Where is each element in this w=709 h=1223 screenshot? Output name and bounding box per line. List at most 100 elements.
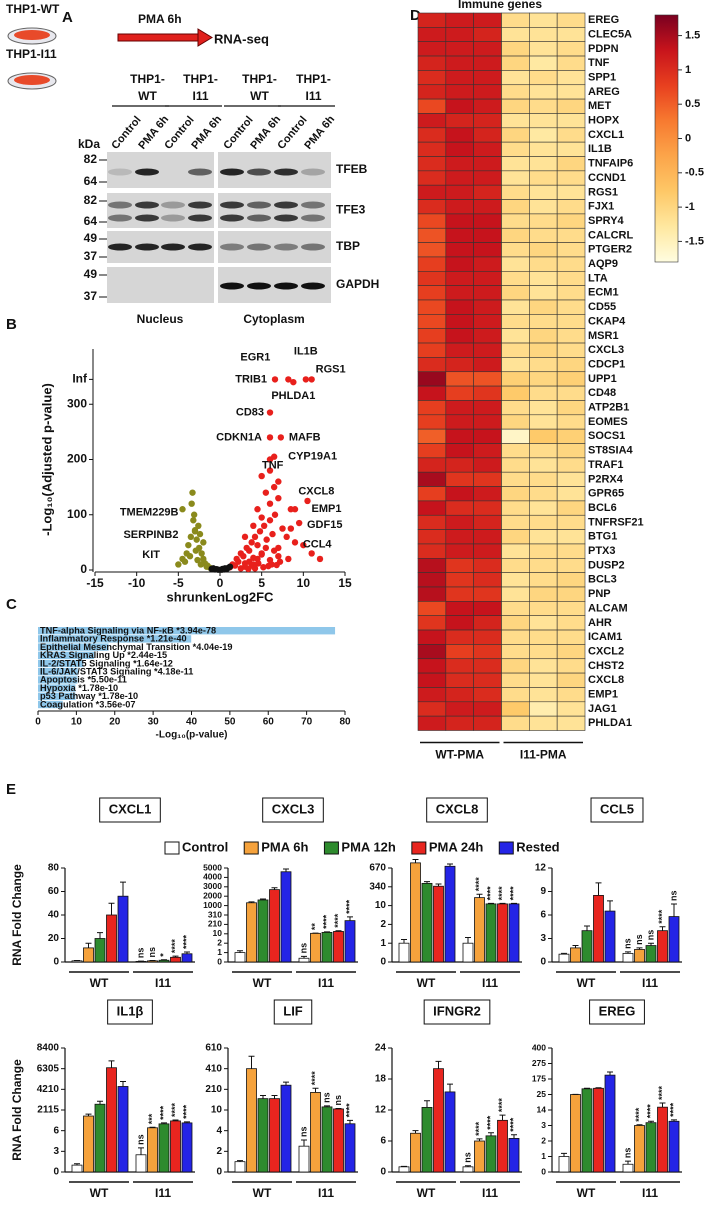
point	[200, 555, 207, 563]
heatmap-cell	[417, 687, 447, 703]
heatmap-cell	[501, 371, 530, 387]
error-bar	[301, 1139, 307, 1147]
legend-label: Rested	[516, 839, 559, 854]
gene-label: BTG1	[588, 531, 617, 543]
labeled-point	[277, 434, 285, 441]
y-tick-label: 0	[380, 1167, 386, 1178]
assay: RNA-seq	[214, 31, 269, 46]
mw-marker: 82	[84, 193, 98, 207]
heatmap-cell	[445, 170, 474, 186]
heatmap-cell	[529, 543, 558, 559]
bar	[398, 1166, 410, 1173]
heatmap-cell	[417, 27, 447, 43]
significance: ****	[181, 935, 191, 950]
point-label: SERPINB2	[123, 529, 178, 541]
heatmap-cell	[529, 314, 558, 330]
group-label: I11	[192, 89, 208, 103]
gene-label: LTA	[588, 272, 608, 284]
labeled-point	[270, 453, 278, 460]
error-bar	[447, 863, 453, 867]
significance: ns	[147, 947, 157, 958]
heatmap-cell	[445, 572, 474, 588]
significance: ns	[622, 1148, 632, 1159]
band	[301, 168, 325, 176]
point	[196, 530, 204, 538]
point	[251, 533, 259, 541]
error-bar	[636, 1124, 643, 1126]
y-tick-label: 400	[532, 1042, 546, 1052]
heatmap-cell	[529, 127, 558, 143]
heatmap-cell	[473, 156, 502, 172]
error-bar	[435, 1060, 442, 1069]
chart-title: EREG	[599, 1003, 636, 1018]
error-bar	[671, 1119, 677, 1122]
bar-label: p53 Pathway *1.78e-10	[40, 691, 138, 701]
heatmap-cell	[556, 414, 586, 430]
heatmap-cell	[556, 687, 586, 703]
bar	[433, 1068, 444, 1173]
bar	[410, 862, 421, 963]
bar	[83, 947, 94, 963]
heatmap-cell	[556, 443, 586, 459]
point-label: CCL4	[303, 538, 333, 550]
heatmap-cell	[417, 342, 447, 358]
heatmap-cell	[529, 141, 558, 157]
y-tick-label: 275	[532, 1058, 546, 1068]
group-label: I11	[305, 89, 321, 103]
significance: ****	[181, 1104, 191, 1119]
lane-label: PMA 6h	[189, 113, 224, 152]
heatmap-cell	[473, 256, 502, 272]
treatment: PMA 6h	[138, 12, 182, 26]
heatmap-cell	[529, 213, 558, 229]
heatmap-cell	[445, 471, 474, 487]
heatmap-cell	[501, 443, 530, 459]
point	[175, 561, 182, 568]
bar	[158, 959, 170, 963]
y-tick-label: 14	[537, 1104, 547, 1114]
legend-swatch	[243, 841, 259, 855]
heatmap-cell	[529, 414, 558, 430]
heatmap-cell	[556, 70, 586, 86]
error-bar	[120, 881, 126, 897]
error-bar	[412, 1130, 419, 1134]
heatmap-cell	[529, 629, 558, 645]
group-label: I11	[318, 976, 334, 990]
heatmap-cell	[445, 12, 474, 28]
colorbar-label: -1.5	[685, 235, 704, 247]
heatmap-cell	[501, 113, 530, 129]
error-bar	[271, 1095, 278, 1099]
y-tick-label: 4	[216, 1125, 222, 1136]
heatmap-cell	[529, 270, 558, 286]
fraction: Cytoplasm	[243, 312, 304, 326]
heatmap-cell	[445, 184, 474, 200]
gene-label: PHLDA1	[588, 717, 632, 729]
panel-letter: D	[410, 7, 421, 24]
group-label: WT	[90, 1186, 109, 1200]
heatmap-cell	[473, 98, 502, 114]
bar	[570, 947, 581, 963]
chart-title: CXCL3	[272, 801, 315, 816]
bar	[234, 952, 246, 963]
chart-title: CXCL1	[109, 801, 152, 816]
heatmap-cell	[473, 299, 502, 315]
heatmap-cell	[556, 514, 586, 530]
heatmap-cell	[473, 84, 502, 100]
heatmap-cell	[501, 357, 530, 373]
heatmap-cell	[556, 55, 586, 71]
bar	[117, 895, 129, 963]
title-box	[590, 797, 644, 823]
bar	[344, 1123, 356, 1173]
heatmap-cell	[556, 557, 586, 573]
bar	[593, 895, 604, 963]
group-label: WT-PMA	[435, 748, 484, 762]
gene-label: BCL6	[588, 502, 617, 514]
gene-label: AREG	[588, 86, 620, 98]
point	[197, 561, 205, 568]
heatmap-cell	[445, 672, 474, 688]
band	[274, 201, 298, 209]
group-label: THP1-	[130, 72, 165, 86]
x-tick-label: 0	[217, 576, 224, 590]
gene-label: CXCL1	[588, 129, 624, 141]
point	[203, 563, 210, 570]
